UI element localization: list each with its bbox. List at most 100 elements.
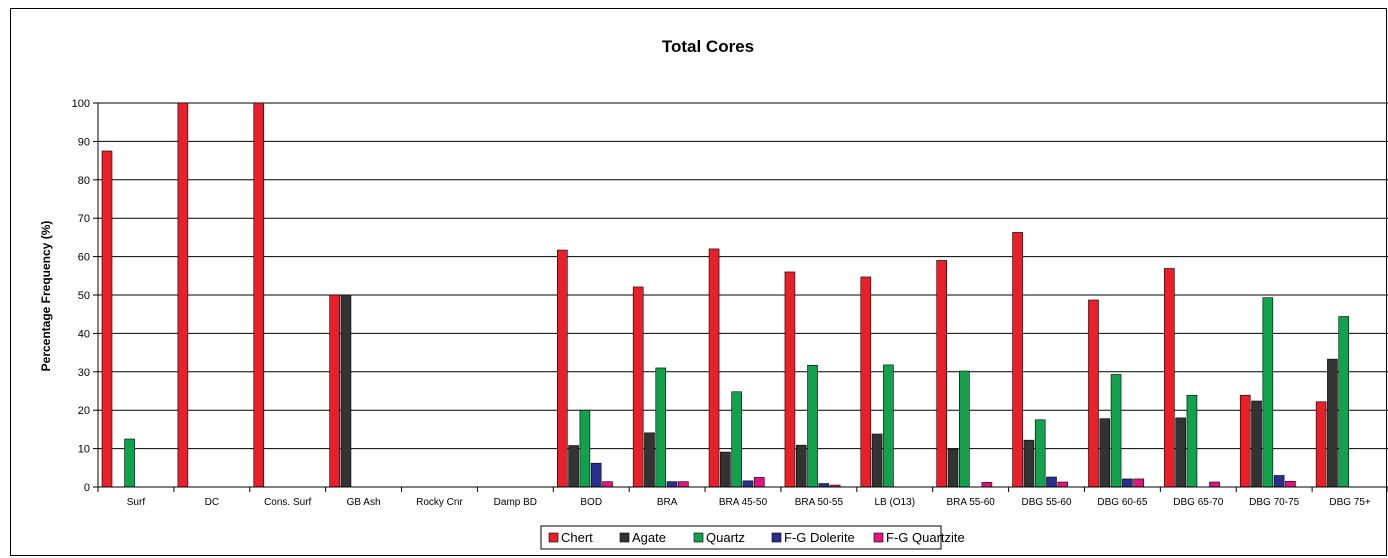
bar-quartz (124, 438, 135, 488)
bar-f-g-quartzite (1209, 481, 1220, 488)
bar-agate (340, 294, 352, 488)
bar-quartz (579, 409, 591, 488)
x-category-label: DBG 55-60 (1022, 497, 1072, 508)
y-tick-label: 90 (78, 136, 90, 148)
y-tick-label: 70 (78, 213, 90, 225)
bar-chert (177, 102, 189, 488)
bar-f-g-quartzite (1057, 481, 1069, 488)
bar-chert (708, 248, 720, 488)
bar-chert (253, 102, 265, 488)
bar-agate (1251, 400, 1262, 488)
axes: 0 10 20 30 40 50 60 70 80 90 100 Surf DC Cons. Surf GB… (72, 98, 1388, 508)
bar-agate (947, 449, 959, 488)
bar-quartz (655, 367, 667, 488)
bar-agate (720, 451, 731, 488)
legend-swatch (693, 532, 704, 543)
x-category-label: DC (205, 497, 219, 508)
y-tick-label: 60 (78, 252, 90, 264)
legend-swatch (771, 532, 782, 543)
bar-f-g-dolerite (1273, 475, 1285, 488)
bar-f-g-quartzite (602, 481, 613, 488)
bar-f-g-dolerite (1046, 476, 1057, 488)
bar-quartz (1034, 419, 1046, 488)
bar-f-g-quartzite (981, 482, 993, 488)
legend-label: Quartz (706, 530, 745, 545)
x-category-label: DBG 75+ (1329, 497, 1371, 508)
chart-title: Total Cores (662, 37, 754, 56)
bar-chert (329, 294, 340, 488)
chart-svg: Total Cores Percentage Frequency (%) 0 10… (39, 37, 1388, 550)
legend-box (540, 525, 942, 550)
bar-agate (1327, 358, 1338, 488)
y-tick-label: 50 (78, 290, 90, 302)
x-category-label: BRA 50-55 (795, 497, 844, 508)
x-category-label: LB (O13) (874, 497, 915, 508)
bars (101, 102, 1350, 488)
bar-agate (871, 433, 883, 488)
bar-f-g-quartzite (1133, 478, 1144, 488)
bar-f-g-quartzite (678, 481, 689, 488)
y-tick-label: 80 (78, 175, 90, 187)
bar-quartz (807, 364, 818, 488)
legend-swatch (873, 532, 884, 543)
bar-f-g-dolerite (666, 481, 678, 488)
x-category-label: BOD (580, 497, 602, 508)
bar-agate (568, 445, 579, 488)
bar-f-g-quartzite (753, 477, 765, 488)
bar-quartz (1110, 374, 1122, 488)
bar-chert (860, 276, 872, 488)
x-category-label: BRA 55-60 (946, 497, 995, 508)
chart-frame: Total Cores Percentage Frequency (%) 0 10… (10, 8, 1388, 556)
bar-agate (1099, 418, 1111, 488)
y-tick-label: 10 (78, 444, 90, 456)
x-category-label: BRA (657, 497, 678, 508)
gridlines (98, 102, 1388, 450)
bar-f-g-dolerite (590, 462, 602, 488)
bar-agate (1175, 417, 1186, 488)
legend-label: Agate (632, 530, 666, 545)
bar-quartz (959, 370, 970, 488)
legend-swatch (619, 532, 630, 543)
y-tick-label: 20 (78, 405, 90, 417)
bar-chert (101, 150, 113, 488)
bar-agate (644, 432, 655, 488)
legend: Chert Agate Quartz F-G Dolerite F-G Quartzit… (540, 525, 965, 550)
x-category-label: DBG 60-65 (1097, 497, 1147, 508)
bar-chert (1315, 401, 1327, 488)
x-category-label: Surf (127, 497, 146, 508)
bar-f-g-dolerite (742, 480, 754, 488)
x-category-label: GB Ash (347, 497, 381, 508)
bar-chert (556, 249, 568, 488)
bar-quartz (1262, 297, 1274, 488)
bar-quartz (1338, 316, 1350, 488)
x-category-label: Damp BD (494, 497, 537, 508)
y-tick-label: 30 (78, 367, 90, 379)
y-tick-label: 40 (78, 328, 90, 340)
legend-label: Chert (561, 530, 593, 545)
bar-f-g-quartzite (1285, 480, 1296, 488)
bar-chert (632, 286, 644, 488)
bar-quartz (1186, 394, 1198, 488)
bar-agate (795, 444, 807, 488)
bar-quartz (731, 391, 742, 488)
y-tick-label: 100 (72, 98, 90, 110)
bar-chert (1088, 299, 1099, 488)
y-axis-label: Percentage Frequency (%) (39, 221, 53, 372)
bar-agate (1023, 439, 1035, 488)
bar-f-g-dolerite (1122, 478, 1133, 488)
bar-f-g-dolerite (818, 483, 830, 488)
bar-quartz (883, 364, 894, 488)
legend-swatch (548, 532, 559, 543)
x-category-label: Cons. Surf (264, 497, 311, 508)
bar-chert (936, 260, 948, 488)
y-tick-label: 0 (84, 482, 90, 494)
x-category-label: DBG 65-70 (1173, 497, 1223, 508)
x-category-label: Rocky Cnr (416, 497, 463, 508)
x-category-label: DBG 70-75 (1249, 497, 1299, 508)
x-category-label: BRA 45-50 (719, 497, 768, 508)
legend-label: F-G Quartzite (886, 530, 965, 545)
bar-chert (784, 271, 796, 488)
bar-chert (1012, 232, 1023, 488)
legend-label: F-G Dolerite (784, 530, 855, 545)
bar-chert (1164, 268, 1175, 488)
